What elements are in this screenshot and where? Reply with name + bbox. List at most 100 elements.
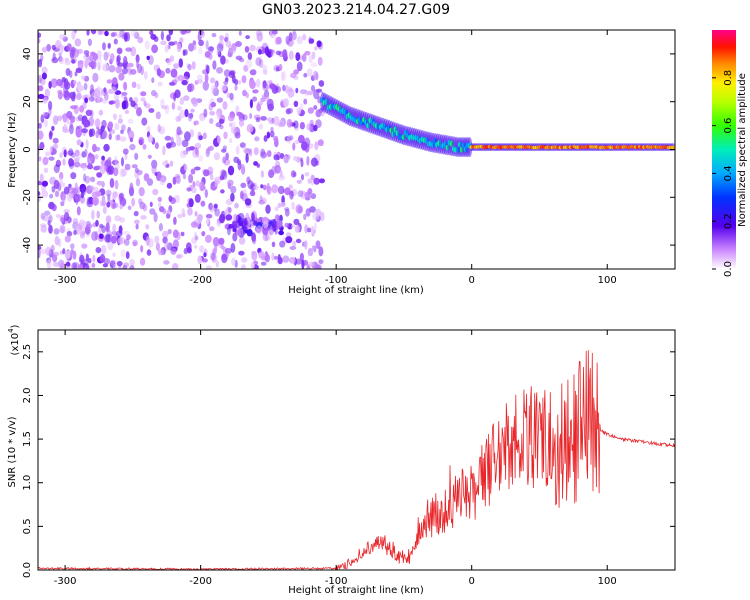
noise-blob (277, 202, 282, 208)
colorbar-ticks: 0.0 0.2 0.4 0.6 0.8 (712, 70, 734, 277)
noise-blob (71, 59, 76, 64)
noise-blob (65, 68, 71, 76)
noise-blob (130, 30, 138, 38)
noise-blob (166, 34, 171, 42)
noise-blob (119, 197, 127, 207)
noise-blob (146, 55, 150, 61)
noise-blob (38, 93, 45, 100)
colorbar-label: Normalized spectral amplitude (737, 73, 748, 227)
noise-blob (234, 84, 238, 91)
noise-blob (254, 136, 260, 142)
noise-blob (101, 131, 106, 139)
noise-blob (58, 238, 62, 248)
noise-blob (311, 180, 315, 186)
noise-blob (108, 65, 116, 73)
noise-blob (276, 219, 283, 228)
noise-blob (96, 58, 102, 66)
noise-blob (176, 136, 182, 147)
noise-blob (312, 212, 319, 221)
noise-blob (264, 46, 270, 56)
noise-blob (299, 157, 304, 162)
noise-blob (74, 71, 78, 77)
noise-blob (99, 87, 103, 97)
noise-blob (39, 248, 47, 255)
x-tick-label: 0 (469, 275, 475, 286)
noise-blob (136, 169, 143, 176)
noise-blob (268, 226, 274, 236)
noise-blob (225, 40, 232, 47)
noise-blob (65, 261, 71, 267)
noise-blob (83, 118, 88, 128)
noise-blob (231, 220, 237, 227)
spectrogram-y-axis-label: Frequency (Hz) (7, 112, 18, 188)
noise-blob (170, 68, 178, 78)
noise-blob (210, 252, 216, 261)
snr-scale-close: ) (10, 324, 21, 328)
noise-blob (269, 130, 275, 138)
noise-blob (190, 168, 196, 175)
noise-blob (255, 117, 261, 123)
noise-blob (228, 122, 233, 127)
noise-blob (54, 235, 60, 246)
noise-blob (144, 40, 150, 50)
noise-blob (249, 148, 253, 157)
noise-blob (297, 205, 303, 214)
noise-blob (103, 87, 107, 93)
noise-blob (157, 196, 162, 203)
noise-blob (260, 151, 267, 159)
noise-blob (38, 248, 41, 259)
noise-blob (291, 201, 295, 210)
noise-blob (166, 182, 173, 189)
noise-blob (106, 52, 110, 58)
noise-blob (39, 78, 43, 83)
noise-blob (52, 261, 60, 267)
snr-scale-exponent: 4 (7, 328, 15, 333)
noise-blob (70, 118, 75, 123)
noise-blob (210, 185, 217, 191)
noise-blob (91, 231, 98, 242)
noise-blob (271, 252, 275, 261)
noise-blob (122, 148, 129, 155)
noise-blob (239, 142, 246, 148)
noise-blob (231, 74, 236, 84)
noise-blob (182, 212, 186, 218)
noise-blob (284, 85, 290, 94)
noise-blob (253, 161, 259, 166)
noise-blob (306, 123, 312, 131)
noise-blob (313, 124, 318, 132)
noise-blob (63, 212, 70, 222)
noise-blob (151, 77, 155, 84)
noise-blob (315, 72, 319, 81)
noise-blob (158, 223, 163, 232)
noise-blob (134, 152, 139, 160)
noise-blob (124, 163, 131, 171)
noise-blob (213, 152, 221, 161)
noise-blob (95, 247, 102, 254)
noise-blob (235, 41, 242, 47)
noise-blob (91, 30, 97, 35)
noise-blob (294, 139, 300, 145)
noise-blob (172, 229, 179, 239)
noise-blob (190, 221, 198, 228)
noise-blob (91, 263, 96, 268)
noise-blob (282, 49, 288, 60)
noise-blob (49, 145, 53, 153)
noise-blob (317, 56, 323, 66)
noise-blob (154, 142, 159, 150)
snr-y-axis-label: SNR (10 * v/v) (7, 416, 18, 487)
noise-blob (140, 91, 147, 97)
noise-blob (220, 169, 226, 178)
noise-blob (59, 46, 64, 54)
noise-blob (125, 251, 130, 259)
noise-blob (186, 187, 192, 192)
noise-blob (282, 156, 290, 164)
noise-blob (214, 81, 218, 91)
noise-blob (187, 114, 193, 122)
noise-blob (282, 84, 286, 92)
noise-blob (235, 55, 243, 61)
noise-blob (148, 134, 154, 143)
noise-blob (71, 46, 76, 56)
noise-blob (244, 198, 252, 206)
noise-blob (53, 164, 60, 174)
noise-blob (155, 111, 161, 120)
